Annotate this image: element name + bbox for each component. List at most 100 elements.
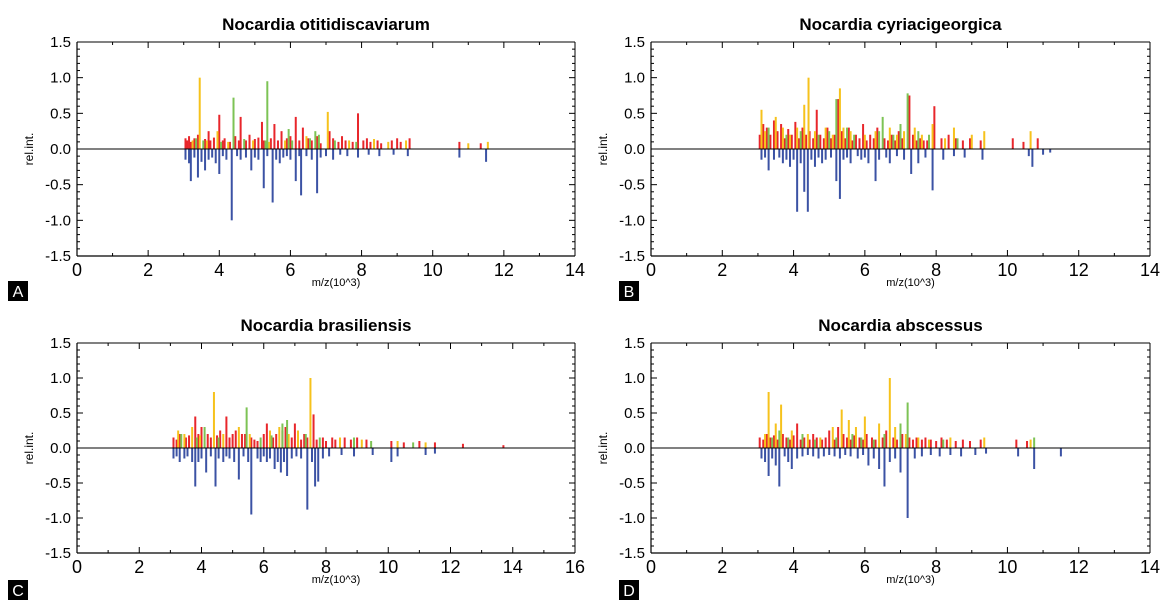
spectrum-peak-blue xyxy=(867,448,870,466)
spectrum-peak-green xyxy=(899,124,902,149)
spectrum-peak-blue xyxy=(200,149,203,162)
spectrum-peak-blue xyxy=(172,448,175,459)
spectrum-peak-blue xyxy=(211,149,214,158)
spectrum-peak-red xyxy=(193,138,196,149)
spectrum-peak-green xyxy=(801,434,804,448)
spectrum-peak-red xyxy=(842,434,845,448)
spectrum-peak-blue xyxy=(396,448,399,457)
spectrum-peak-green xyxy=(243,139,246,149)
spectrum-peak-yellow xyxy=(1029,439,1032,448)
spectrum-peak-green xyxy=(767,127,770,149)
spectrum-peak-yellow xyxy=(888,127,891,149)
spectrum-peak-yellow xyxy=(842,127,845,149)
spectrum-peak-red xyxy=(399,141,402,149)
spectrum-peak-green xyxy=(217,437,220,448)
spectrum-peak-blue xyxy=(237,448,240,480)
spectrum-peak-green xyxy=(883,434,886,448)
spectrum-peak-green xyxy=(195,437,198,448)
spectrum-peak-green xyxy=(202,140,205,149)
spectrum-peak-yellow xyxy=(838,88,841,149)
panel-tag-box xyxy=(8,281,28,301)
spectrum-peak-red xyxy=(306,437,309,448)
spectrum-peak-green xyxy=(317,134,320,149)
spectrum-peak-blue xyxy=(332,149,335,160)
spectrum-peak-blue xyxy=(433,448,436,454)
spectrum-peak-red xyxy=(865,140,868,149)
spectrum-peak-blue xyxy=(275,149,278,160)
spectrum-peak-red xyxy=(799,439,802,448)
spectrum-peak-yellow xyxy=(278,427,281,448)
x-tick-label: 0 xyxy=(646,557,656,577)
spectrum-peak-red xyxy=(303,434,306,448)
spectrum-peak-red xyxy=(209,140,212,149)
spectrum-peak-green xyxy=(813,439,816,448)
spectrum-peak-blue xyxy=(985,448,988,454)
spectrum-peak-yellow xyxy=(796,127,799,149)
spectrum-peak-blue xyxy=(228,448,231,459)
spectrum-peak-green xyxy=(232,97,235,149)
spectrum-peak-blue xyxy=(1027,149,1030,157)
x-tick-label: 10 xyxy=(378,557,398,577)
spectrum-peak-blue xyxy=(862,448,865,455)
spectrum-peak-blue xyxy=(767,448,770,476)
spectrum-peak-red xyxy=(218,114,221,149)
y-tick-label: -0.5 xyxy=(45,177,71,194)
x-axis-label: m/z(10^3) xyxy=(312,574,361,586)
spectrum-peak-red xyxy=(769,437,772,448)
spectrum-peak-blue xyxy=(1033,448,1036,469)
spectrum-peak-red xyxy=(321,437,324,448)
spectrum-peak-green xyxy=(203,427,206,448)
spectrum-peak-yellow xyxy=(191,140,194,149)
x-tick-label: 6 xyxy=(285,260,295,280)
spectrum-peak-red xyxy=(762,439,765,448)
spectrum-peak-blue xyxy=(760,149,763,160)
chart-panel-d: 0 2 4 6 8 10 12 14 1.5 1.0 0.5 0.0 -0.5 -1.0 -1.5 Nocar… xyxy=(596,316,1160,600)
spectrum-peak-red xyxy=(1022,141,1025,149)
spectrum-peak-red xyxy=(172,437,175,448)
spectrum-peak-red xyxy=(298,140,301,149)
spectrum-peak-red xyxy=(231,434,234,448)
spectrum-peak-blue xyxy=(317,448,320,482)
spectrum-peak-green xyxy=(828,131,831,149)
spectrum-peak-red xyxy=(289,136,292,149)
spectrum-peak-yellow xyxy=(983,131,986,149)
spectrum-peak-red xyxy=(357,113,360,149)
y-tick-label: -1.0 xyxy=(619,212,645,229)
spectrum-peak-blue xyxy=(239,149,242,160)
spectrum-peak-blue xyxy=(952,149,955,157)
spectrum-peak-red xyxy=(272,437,275,448)
spectrum-peak-blue xyxy=(924,149,927,158)
spectrum-peak-yellow xyxy=(920,134,923,149)
spectrum-peak-blue xyxy=(778,149,781,158)
spectrum-peak-red xyxy=(1026,441,1029,448)
spectrum-peak-yellow xyxy=(373,139,376,149)
spectrum-peak-blue xyxy=(764,448,767,462)
spectrum-peak-blue xyxy=(787,448,790,462)
x-tick-label: 8 xyxy=(321,557,331,577)
spectrum-peak-red xyxy=(787,129,790,149)
chart-title: Nocardia otitidiscaviarum xyxy=(222,15,430,34)
spectrum-peak-red xyxy=(312,414,315,448)
x-tick-label: 8 xyxy=(357,260,367,280)
y-axis-label: rel.int. xyxy=(22,133,36,166)
spectrum-peak-green xyxy=(333,140,336,149)
spectrum-peak-red xyxy=(260,121,263,149)
spectrum-peak-red xyxy=(815,437,818,448)
spectrum-peak-red xyxy=(369,141,372,149)
spectrum-peak-red xyxy=(256,441,259,448)
spectrum-peak-blue xyxy=(485,149,488,162)
spectrum-peak-red xyxy=(887,140,890,149)
spectrum-peak-blue xyxy=(863,149,866,158)
spectrum-peak-red xyxy=(897,131,900,149)
x-tick-label: 6 xyxy=(860,557,870,577)
spectrum-peak-red xyxy=(234,136,237,149)
spectrum-peak-red xyxy=(824,437,827,448)
spectrum-peak-red xyxy=(257,137,260,149)
spectrum-peak-yellow xyxy=(849,131,852,149)
spectrum-peak-blue xyxy=(781,149,784,164)
panel-tag-box xyxy=(619,281,639,301)
spectrum-peak-red xyxy=(310,140,313,149)
spectrum-peak-blue xyxy=(191,448,194,462)
spectrum-peak-red xyxy=(837,427,840,448)
spectrum-peak-red xyxy=(935,441,938,448)
